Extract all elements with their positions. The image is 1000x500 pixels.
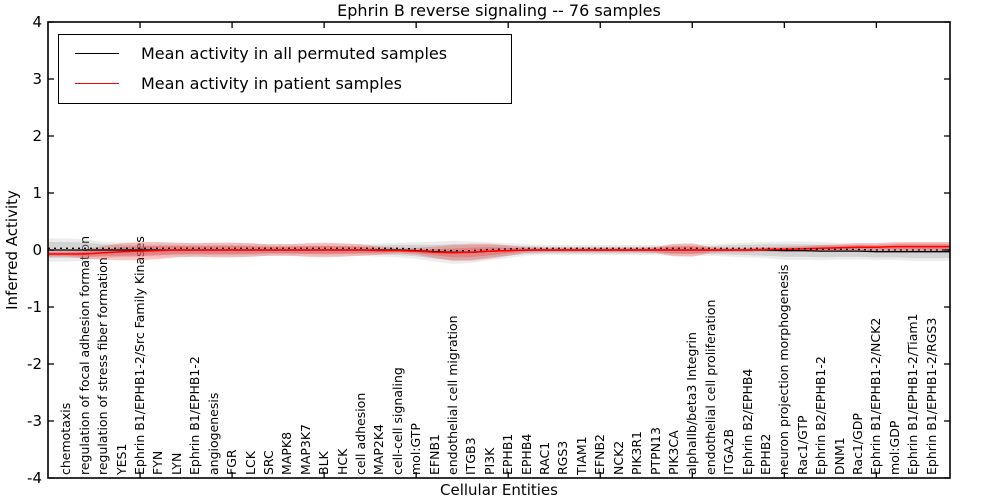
x-tick-label: TIAM1 <box>573 436 589 475</box>
x-tick-label: BLK <box>316 451 332 475</box>
x-tick-label: Ephrin B1/EPHB1-2/NCK2 <box>868 317 884 475</box>
legend-item-permuted: Mean activity in all permuted samples <box>59 38 511 68</box>
x-tick-label: regulation of focal adhesion formation <box>76 236 92 475</box>
patient-line-swatch <box>75 82 119 84</box>
x-tick-label: Ephrin B1/EPHB1-2/Src Family Kinases <box>132 236 147 475</box>
x-tick-label: mol:GTP <box>408 423 424 475</box>
x-tick-label: NCK2 <box>610 440 626 475</box>
x-tick-label: regulation of stress fiber formation <box>95 257 111 475</box>
x-tick-label: DNM1 <box>831 437 847 475</box>
legend-item-patient: Mean activity in patient samples <box>59 68 511 98</box>
x-tick-label: Ephrin B2/EPHB4 <box>739 368 755 475</box>
x-tick-label: PIK3CA <box>665 430 681 475</box>
x-tick-label: HCK <box>334 448 350 475</box>
y-tick-label: 1 <box>32 184 42 202</box>
x-tick-label: FYN <box>150 450 166 475</box>
legend-label-patient: Mean activity in patient samples <box>141 73 402 93</box>
x-tick-label: endothelial cell proliferation <box>702 299 718 475</box>
chart-title: Ephrin B reverse signaling -- 76 samples <box>337 1 661 20</box>
x-tick-label: LCK <box>242 451 258 475</box>
x-tick-label: Ephrin B2/EPHB1-2 <box>813 356 829 475</box>
x-tick-label: PIK3R1 <box>629 430 645 475</box>
x-tick-label: MAPK8 <box>279 431 295 475</box>
x-tick-label: EFNB1 <box>426 434 442 475</box>
x-tick-label: PTPN13 <box>647 427 663 475</box>
y-tick-label: 0 <box>32 241 42 259</box>
x-tick-label: endothelial cell migration <box>445 315 460 475</box>
y-tick-label: 3 <box>32 70 42 88</box>
x-tick-label: LYN <box>168 452 184 475</box>
x-tick-label: YES1 <box>113 443 129 475</box>
x-tick-label: PI3K <box>481 447 497 475</box>
x-tick-label: EPHB1 <box>500 433 516 475</box>
x-tick-label: neuron projection morphogenesis <box>776 264 792 475</box>
x-tick-label: ITGA2B <box>721 428 737 475</box>
y-tick-label: 2 <box>32 127 42 145</box>
x-tick-label: Ephrin B1/EPHB1-2 <box>187 356 203 475</box>
x-tick-label: angiogenesis <box>205 392 221 475</box>
y-tick-label: -1 <box>27 298 42 316</box>
x-tick-label: FGR <box>224 449 240 475</box>
y-tick-label: 4 <box>32 13 42 31</box>
x-tick-label: MAP2K4 <box>371 424 387 475</box>
x-tick-label: Ephrin B1/EPHB1-2/Tiam1 <box>905 313 921 475</box>
x-tick-label: chemotaxis <box>58 402 74 475</box>
x-tick-label: RGS3 <box>555 440 571 475</box>
x-tick-label: EFNB2 <box>592 434 608 475</box>
x-tick-label: EPHB2 <box>757 433 773 475</box>
x-tick-label: Rac1/GTP <box>794 415 810 475</box>
legend-label-permuted: Mean activity in all permuted samples <box>141 43 448 63</box>
x-tick-label: RAC1 <box>537 441 552 475</box>
x-tick-label: Ephrin B1/EPHB1-2/RGS3 <box>923 317 939 475</box>
x-tick-label: Rac1/GDP <box>850 413 865 475</box>
y-tick-label: -4 <box>27 469 42 487</box>
x-tick-label: ITGB3 <box>463 437 479 475</box>
x-tick-label: cell adhesion <box>352 392 368 475</box>
x-tick-label: MAP3K7 <box>297 424 313 475</box>
x-axis-label: Cellular Entities <box>440 481 558 499</box>
permuted-line-swatch <box>75 52 119 54</box>
x-tick-label: cell-cell signaling <box>389 367 405 475</box>
x-tick-label: SRC <box>260 450 276 475</box>
x-tick-label: mol:GDP <box>886 420 902 475</box>
x-tick-label: EPHB4 <box>518 433 534 475</box>
legend: Mean activity in all permuted samples Me… <box>58 34 512 104</box>
x-tick-label: alphaIIb/beta3 Integrin <box>684 332 700 475</box>
y-tick-label: -2 <box>27 355 42 373</box>
y-tick-label: -3 <box>27 412 42 430</box>
